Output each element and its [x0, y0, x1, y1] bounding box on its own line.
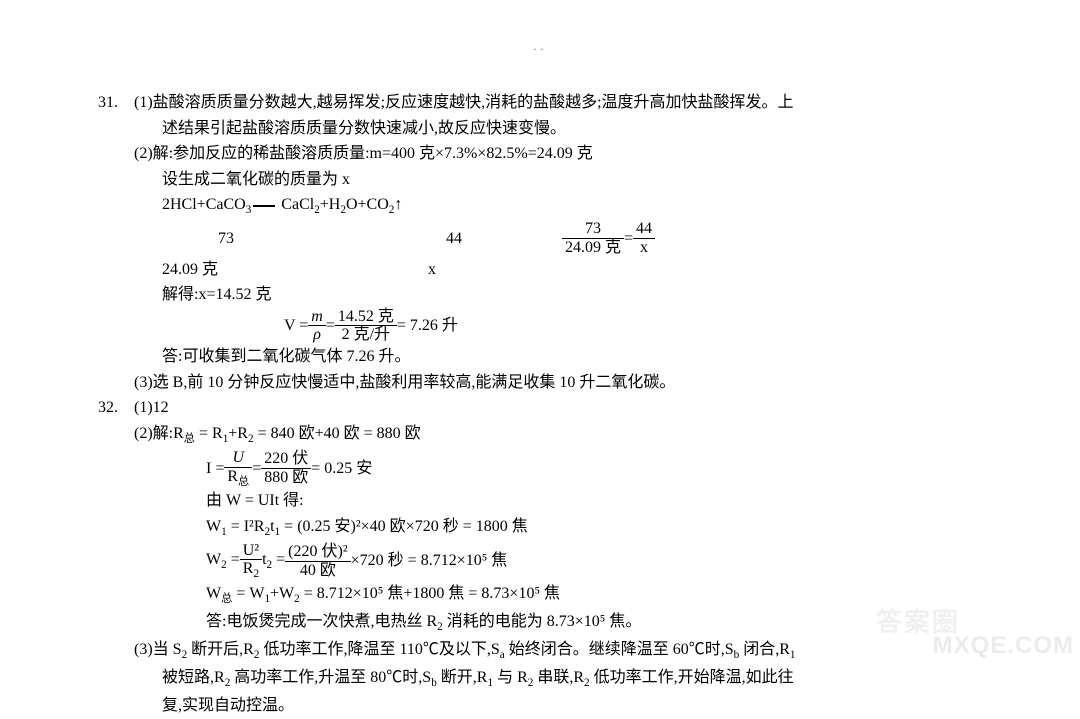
q31-3: (3)选 B,前 10 分钟反应快慢适中,盐酸利用率较高,能满足收集 10 升二…	[134, 370, 990, 396]
q31-1-line1: (1)盐酸溶质质量分数越大,越易挥发;反应速度越快,消耗的盐酸越多;温度升高加快…	[134, 90, 990, 116]
q32-2-current: I = UR总 = 220 伏880 欧 = 0.25 安	[134, 449, 990, 488]
q31-2-val2409: 24.09 克	[162, 257, 218, 283]
q31-2-frac2: 44x	[633, 220, 655, 256]
q32-2-wtotal: W总 = W1+W2 = 8.712×10⁵ 焦+1800 焦 = 8.73×1…	[134, 581, 990, 609]
watermark-en: MXQE.COM	[933, 634, 1074, 658]
q31-2-answer: 答:可收集到二氧化碳气体 7.26 升。	[134, 344, 990, 370]
top-mark: ··	[533, 40, 547, 59]
q32-2-w2: W2 = U²R2 t2 = (220 伏)²40 欧 ×720 秒 = 8.7…	[134, 542, 990, 581]
q31-2-set: 设生成二氧化碳的质量为 x	[134, 167, 990, 193]
q31-2-frac-eq: =	[624, 226, 633, 252]
q32-1: (1)12	[134, 395, 990, 421]
q32-3-line2: 被短路,R2 高功率工作,升温至 80℃时,Sb 断开,R1 与 R2 串联,R…	[134, 665, 990, 693]
q32-2-lead: (2)解:R总 = R1+R2 = 840 欧+40 欧 = 880 欧	[134, 421, 990, 449]
q32-2-answer: 答:电饭煲完成一次快煮,电热丝 R2 消耗的电能为 8.73×10⁵ 焦。	[134, 609, 990, 637]
q32-number: 32.	[98, 395, 134, 421]
q31-2-mass-row2: 24.09 克 x	[134, 257, 990, 283]
q31-2-valx: x	[428, 257, 436, 283]
q31-2-val44: 44	[446, 226, 462, 252]
q32-2-w-formula: 由 W = UIt 得:	[134, 488, 990, 514]
q31-2-val73: 73	[218, 226, 234, 252]
q31-2-lead: (2)解:参加反应的稀盐酸溶质质量:m=400 克×7.3%×82.5%=24.…	[134, 141, 990, 167]
q32-3-line1: (3)当 S2 断开后,R2 低功率工作,降温至 110℃及以下,Sa 始终闭合…	[134, 637, 990, 665]
q32: 32. (1)12 (2)解:R总 = R1+R2 = 840 欧+40 欧 =…	[98, 395, 990, 719]
q31-2-frac1: 7324.09 克	[562, 220, 624, 256]
q31-2-equation: 2HCl+CaCO3 CaCl2+H2O+CO2↑	[134, 192, 990, 220]
q31-2-mass-row1: 73 44 7324.09 克 = 44x	[134, 220, 990, 256]
q32-3-line3: 复,实现自动控温。	[134, 693, 990, 719]
q31-2-solve: 解得:x=14.52 克	[134, 282, 990, 308]
q31-2-volume: V = mρ = 14.52 克2 克/升 = 7.26 升	[134, 308, 990, 344]
q32-2-w1: W1 = I²R2t1 = (0.25 安)²×40 欧×720 秒 = 180…	[134, 514, 990, 542]
q31-1-line2: 述结果引起盐酸溶质质量分数快速减小,故反应快速变慢。	[134, 116, 990, 142]
q31-number: 31.	[98, 90, 134, 116]
q31: 31. (1)盐酸溶质质量分数越大,越易挥发;反应速度越快,消耗的盐酸越多;温度…	[98, 90, 990, 395]
page: ·· 31. (1)盐酸溶质质量分数越大,越易挥发;反应速度越快,消耗的盐酸越多…	[0, 0, 1080, 658]
